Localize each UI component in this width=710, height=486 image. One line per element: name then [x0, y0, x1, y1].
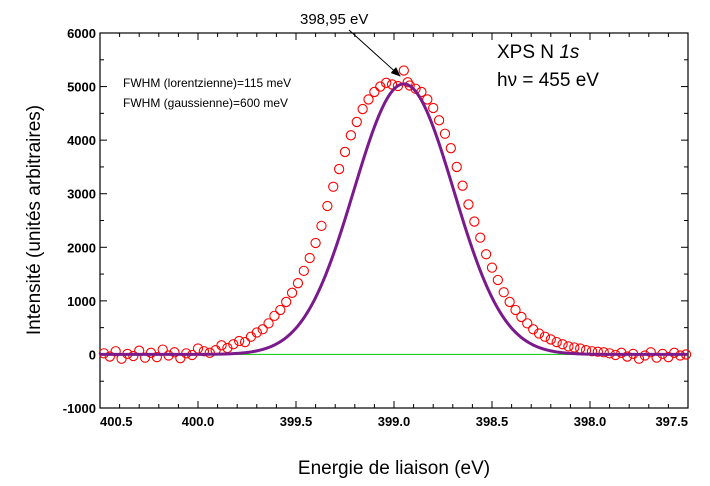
y-tick-label: 4000	[67, 133, 96, 148]
y-tick-label: 3000	[67, 187, 96, 202]
data-point	[357, 103, 368, 115]
data-point	[616, 347, 627, 358]
x-axis-title: Energie de liaison (eV)	[298, 458, 490, 479]
peak-label: 398,95 eV	[300, 11, 368, 28]
x-tick-label: 398.5	[476, 414, 509, 429]
data-point	[234, 335, 245, 347]
data-point	[433, 115, 445, 126]
data-point	[216, 340, 227, 351]
data-point	[239, 336, 251, 348]
y-tick-label: 1000	[67, 294, 96, 309]
peak-arrow	[348, 29, 401, 77]
x-tick-label: 400.0	[182, 414, 215, 429]
y-axis-ticks: -1000 0 1000 2000 3000 4000 5000 6000	[63, 26, 688, 416]
data-point	[310, 237, 321, 249]
data-point	[557, 339, 568, 350]
data-point	[622, 351, 633, 362]
data-point	[475, 232, 486, 243]
data-point	[669, 347, 680, 358]
spectrum-label-prefix: XPS N	[497, 42, 559, 63]
x-tick-label: 399.0	[378, 414, 411, 429]
data-point	[516, 311, 527, 323]
data-point	[151, 351, 162, 363]
data-point	[351, 116, 362, 128]
data-point	[322, 200, 333, 212]
data-point	[381, 77, 392, 88]
data-point	[469, 216, 480, 227]
y-tick-label: 6000	[67, 26, 96, 41]
photon-energy-label: hν = 455 eV	[497, 70, 599, 91]
data-point	[422, 94, 433, 105]
data-point	[316, 220, 327, 232]
data-point	[457, 180, 468, 191]
y-tick-label: 5000	[67, 80, 96, 95]
data-point	[592, 346, 603, 357]
data-point	[263, 318, 274, 329]
data-point	[345, 130, 357, 141]
data-point	[298, 265, 309, 277]
data-point	[304, 252, 315, 264]
data-point	[504, 296, 515, 308]
data-point	[104, 351, 115, 362]
data-point	[251, 327, 262, 338]
data-point	[375, 81, 386, 92]
data-point	[392, 80, 404, 92]
data-point	[169, 347, 180, 358]
y-tick-label: -1000	[63, 401, 96, 416]
y-tick-label: 0	[89, 347, 96, 362]
data-point	[286, 287, 298, 298]
data-point	[598, 347, 609, 358]
data-point	[128, 350, 139, 362]
data-point	[402, 77, 413, 88]
data-point	[480, 249, 492, 260]
spectrum-label: XPS N 1s	[497, 42, 580, 63]
x-tick-label: 399.5	[280, 414, 313, 429]
x-tick-label: 400.5	[100, 414, 133, 429]
data-point	[492, 274, 504, 286]
y-tick-label: 2000	[67, 240, 96, 255]
data-point	[275, 304, 286, 316]
data-point	[269, 310, 280, 322]
y-axis-title: Intensité (unités arbitraires)	[24, 105, 45, 335]
data-point	[510, 304, 521, 316]
data-point	[328, 181, 339, 192]
data-point	[486, 262, 498, 273]
plot-area	[99, 32, 689, 409]
fit-curve	[100, 82, 688, 356]
data-point	[545, 334, 556, 345]
spectrum-label-italic: 1s	[559, 42, 580, 63]
data-point	[522, 318, 533, 329]
data-point	[428, 102, 439, 114]
data-point	[451, 161, 462, 173]
data-point	[257, 324, 268, 335]
data-point	[563, 341, 574, 352]
data-point	[439, 128, 451, 139]
data-point	[339, 146, 351, 158]
data-point	[363, 94, 374, 105]
data-point	[551, 336, 562, 348]
data-point	[498, 287, 509, 298]
data-point	[569, 342, 580, 353]
fwhm-gauss-annotation: FWHM (gaussienne)=600 meV	[123, 96, 288, 110]
data-point	[369, 86, 380, 98]
x-axis-ticks: 400.5 400.0 399.5 399.0 398.5 398.0 397.5	[99, 33, 689, 429]
data-point	[539, 331, 551, 342]
data-point	[533, 328, 545, 339]
fwhm-lorentz-annotation: FWHM (lorentzienne)=115 meV	[123, 76, 291, 90]
data-point	[586, 346, 598, 357]
data-point	[292, 278, 304, 289]
data-point	[445, 143, 456, 154]
data-point	[281, 296, 292, 308]
data-point	[228, 339, 239, 350]
x-tick-label: 397.5	[655, 414, 688, 429]
data-point	[645, 347, 656, 358]
data-point	[463, 199, 474, 210]
data-point	[333, 163, 345, 175]
x-tick-label: 398.0	[574, 414, 607, 429]
